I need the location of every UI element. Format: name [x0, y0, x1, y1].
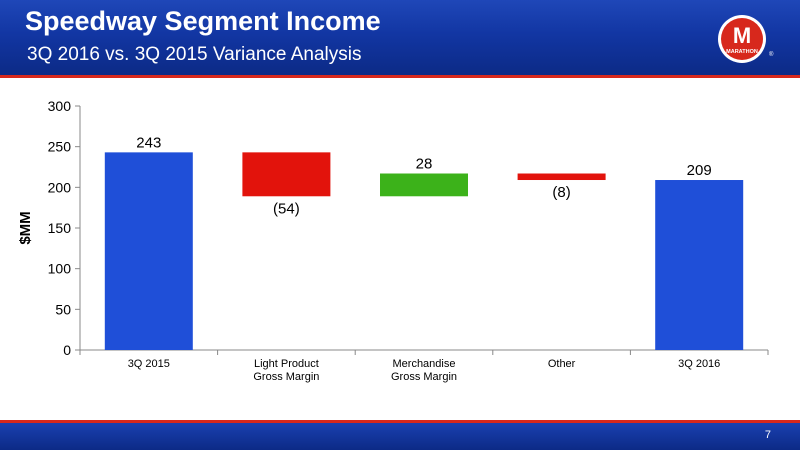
- page-number: 7: [764, 429, 771, 441]
- logo-text: MARATHON: [726, 49, 758, 55]
- x-tick-label-line: Merchandise: [393, 358, 456, 370]
- x-tick-label: 3Q 2015: [128, 358, 170, 370]
- bar-decrease: [517, 173, 606, 181]
- x-tick-label-line: Light Product: [254, 358, 319, 370]
- data-label: 209: [687, 162, 712, 179]
- y-tick-label: 50: [55, 301, 71, 317]
- slide-footer: 7: [0, 423, 800, 450]
- y-tick-label: 150: [48, 220, 72, 236]
- y-tick-label: 250: [48, 139, 72, 155]
- x-tick-label-line: 3Q 2015: [128, 358, 170, 370]
- x-tick-label: Light Product Gross Margin: [253, 358, 319, 383]
- marathon-logo: M MARATHON: [718, 15, 766, 63]
- data-label: (8): [552, 184, 570, 201]
- bar-total: [104, 152, 193, 350]
- slide-subtitle: 3Q 2016 vs. 3Q 2015 Variance Analysis: [27, 44, 362, 65]
- y-tick-label: 300: [48, 98, 72, 114]
- slide-header: Speedway Segment Income 3Q 2016 vs. 3Q 2…: [0, 0, 800, 75]
- y-tick-label: 200: [48, 179, 72, 195]
- x-tick-label-line: 3Q 2016: [678, 358, 720, 370]
- y-tick-label: 0: [63, 342, 71, 358]
- x-tick-label-line: Gross Margin: [391, 371, 457, 383]
- logo-mark: M: [733, 23, 751, 48]
- data-label: 28: [416, 156, 433, 173]
- y-axis-title: $MM: [17, 211, 34, 244]
- slide-title: Speedway Segment Income: [25, 6, 381, 36]
- bar-decrease: [242, 152, 331, 197]
- bar-increase: [380, 173, 468, 197]
- data-label: 243: [136, 134, 161, 151]
- x-tick-label: Merchandise Gross Margin: [391, 358, 457, 383]
- header-accent-rule: [0, 75, 800, 78]
- x-tick-label-line: Gross Margin: [253, 371, 319, 383]
- footer-accent-rule: [0, 420, 800, 423]
- x-tick-label: Other: [548, 358, 576, 370]
- bar-total: [655, 180, 744, 350]
- data-label: (54): [273, 200, 300, 217]
- x-tick-label: 3Q 2016: [678, 358, 720, 370]
- trademark-symbol: ®: [769, 52, 774, 58]
- x-tick-label-line: Other: [548, 358, 576, 370]
- y-tick-label: 100: [48, 261, 72, 277]
- chart-area: 0 50 100 150 200 250 300 3Q 2015 Light Product Gr…: [0, 80, 800, 410]
